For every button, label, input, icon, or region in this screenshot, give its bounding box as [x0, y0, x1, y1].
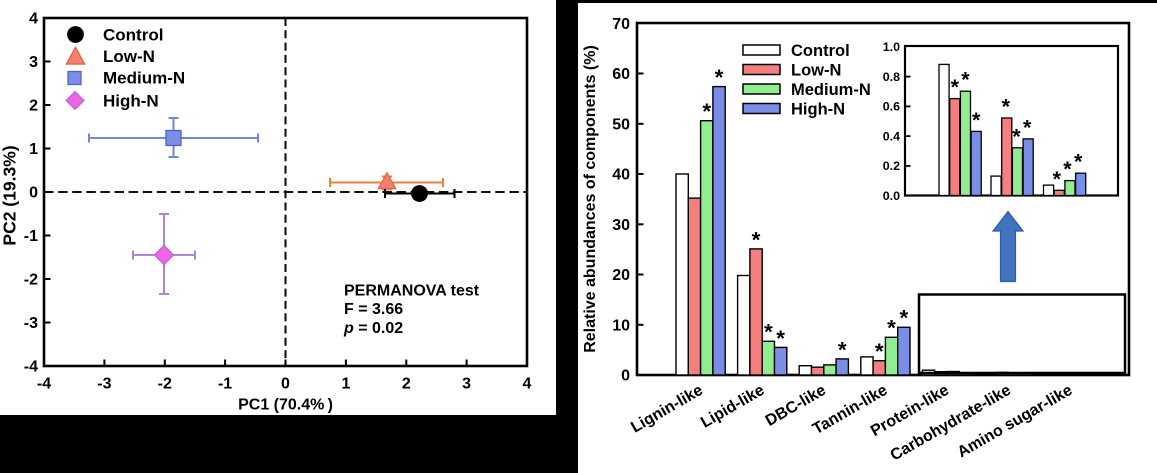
svg-text:20: 20: [612, 267, 630, 284]
svg-text:*: *: [1074, 150, 1083, 174]
svg-text:50: 50: [612, 116, 630, 133]
svg-text:1.0: 1.0: [883, 40, 900, 54]
svg-text:-4: -4: [24, 359, 38, 376]
svg-text:*: *: [752, 227, 761, 252]
svg-text:-2: -2: [158, 376, 172, 393]
svg-text:PC1 (70.4% ): PC1 (70.4% ): [238, 397, 333, 414]
svg-text:60: 60: [612, 66, 630, 83]
svg-text:*: *: [951, 75, 960, 99]
svg-text:PC2 (19.3%): PC2 (19.3%): [0, 145, 20, 245]
svg-text:*: *: [702, 99, 711, 124]
svg-text:-2: -2: [24, 272, 38, 289]
svg-text:*: *: [715, 65, 724, 90]
svg-text:Low-N: Low-N: [103, 47, 155, 66]
svg-text:p = 0.02: p = 0.02: [343, 320, 403, 337]
svg-text:-1: -1: [218, 376, 232, 393]
svg-text:-1: -1: [24, 228, 38, 245]
svg-text:*: *: [899, 306, 908, 331]
svg-text:0: 0: [29, 185, 38, 202]
svg-text:Low-N: Low-N: [791, 62, 841, 80]
svg-text:30: 30: [612, 217, 630, 234]
svg-text:Medium-N: Medium-N: [791, 81, 871, 99]
svg-text:0.6: 0.6: [883, 100, 900, 114]
svg-text:High-N: High-N: [791, 101, 845, 119]
svg-text:0.0: 0.0: [883, 189, 900, 203]
svg-text:*: *: [838, 337, 847, 362]
svg-text:70: 70: [612, 16, 630, 33]
svg-text:PERMANOVA test: PERMANOVA test: [344, 283, 480, 300]
svg-text:-3: -3: [24, 315, 38, 332]
svg-text:*: *: [1002, 95, 1011, 119]
svg-text:2: 2: [402, 376, 411, 393]
svg-text:0.2: 0.2: [883, 159, 900, 173]
svg-text:*: *: [1063, 157, 1072, 181]
svg-text:Medium-N: Medium-N: [103, 69, 185, 88]
svg-text:1: 1: [341, 376, 350, 393]
svg-text:0: 0: [281, 376, 290, 393]
svg-text:*: *: [776, 326, 785, 351]
svg-text:*: *: [972, 108, 981, 132]
svg-text:*: *: [1053, 167, 1062, 191]
svg-text:F = 3.66: F = 3.66: [344, 301, 403, 318]
svg-text:*: *: [1012, 124, 1021, 148]
svg-text:High-N: High-N: [103, 92, 159, 111]
svg-text:Control: Control: [791, 42, 850, 60]
svg-text:0.4: 0.4: [883, 129, 900, 143]
svg-text:*: *: [875, 339, 884, 364]
svg-text:*: *: [1023, 115, 1032, 139]
svg-text:*: *: [961, 68, 970, 92]
svg-text:4: 4: [29, 11, 38, 28]
svg-text:Control: Control: [103, 26, 163, 45]
svg-text:0.8: 0.8: [883, 70, 900, 84]
svg-text:3: 3: [462, 376, 471, 393]
svg-text:4: 4: [523, 376, 532, 393]
svg-text:-3: -3: [97, 376, 111, 393]
svg-text:3: 3: [29, 54, 38, 71]
svg-text:1: 1: [29, 141, 38, 158]
svg-text:10: 10: [612, 317, 630, 334]
svg-text:*: *: [887, 316, 896, 341]
svg-text:*: *: [764, 320, 773, 345]
svg-text:Relative abundances of compone: Relative abundances of components (%): [582, 45, 599, 353]
svg-text:0: 0: [621, 368, 630, 385]
svg-text:2: 2: [29, 98, 38, 115]
svg-text:-4: -4: [37, 376, 51, 393]
svg-text:40: 40: [612, 167, 630, 184]
